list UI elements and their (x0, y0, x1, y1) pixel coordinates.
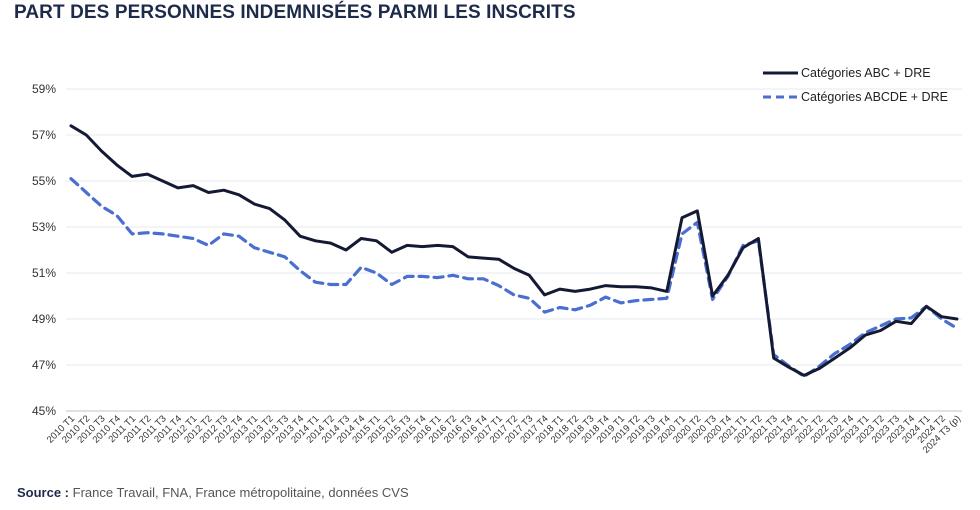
y-tick-label: 55% (32, 174, 56, 188)
y-axis-labels: 45% 47% 49% 51% 53% 55% 57% 59% (32, 82, 56, 418)
chart-title: PART DES PERSONNES INDEMNISÉES PARMI LES… (14, 2, 576, 23)
source-label: Source : (17, 485, 70, 500)
y-tick-label: 51% (32, 266, 56, 280)
legend: Catégories ABC + DRE Catégories ABCDE + D… (763, 66, 948, 104)
y-tick-label: 45% (32, 404, 56, 418)
legend-label: Catégories ABC + DRE (801, 66, 931, 80)
source-text: France Travail, FNA, France métropolitai… (69, 485, 409, 500)
y-tick-label: 57% (32, 128, 56, 142)
series-line-abcde-dre (69, 177, 959, 379)
source-note: Source : France Travail, FNA, France mét… (17, 485, 409, 500)
y-tick-label: 59% (32, 82, 56, 96)
legend-label: Catégories ABCDE + DRE (801, 90, 948, 104)
series-line-abc-dre (69, 124, 959, 377)
y-tick-label: 47% (32, 358, 56, 372)
y-tick-label: 53% (32, 220, 56, 234)
series-lines (69, 124, 959, 379)
y-tick-label: 49% (32, 312, 56, 326)
grid-lines (66, 88, 962, 412)
